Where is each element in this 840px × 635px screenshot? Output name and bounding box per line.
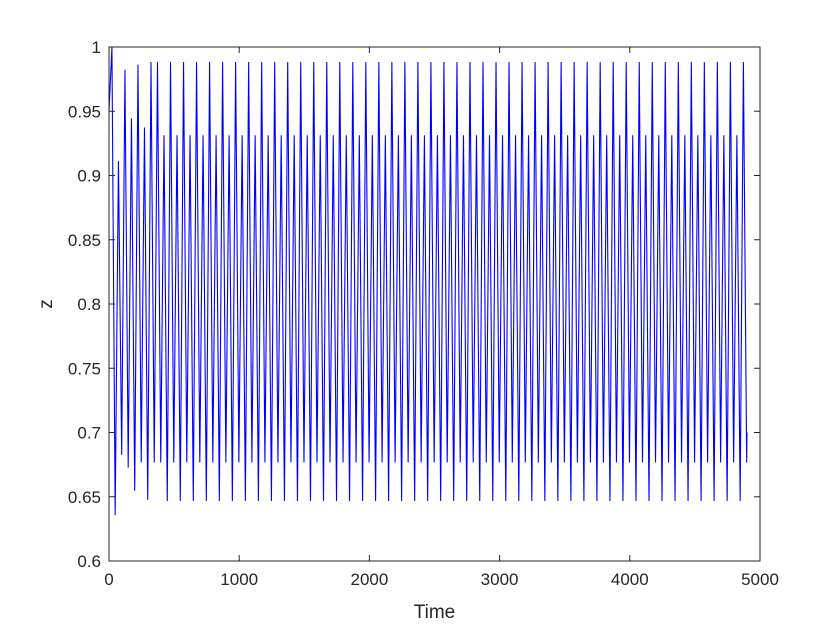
x-tick-label: 4000 — [611, 570, 649, 589]
x-tick-label: 5000 — [741, 570, 779, 589]
x-tick-label: 2000 — [350, 570, 388, 589]
y-tick-label: 0.95 — [68, 102, 101, 121]
x-axis-label: Time — [414, 602, 456, 623]
y-tick-label: 0.9 — [77, 167, 101, 186]
y-tick-label: 0.85 — [68, 231, 101, 250]
x-tick-label: 1000 — [220, 570, 258, 589]
y-tick-label: 0.65 — [68, 488, 101, 507]
series-line — [108, 46, 748, 516]
plot-layer — [108, 46, 748, 516]
x-tick-label: 3000 — [481, 570, 519, 589]
y-tick-label: 0.8 — [77, 295, 101, 314]
y-tick-label: 0.75 — [68, 359, 101, 378]
y-tick-label: 0.7 — [77, 424, 101, 443]
y-tick-label: 0.6 — [77, 552, 101, 571]
y-axis-label: z — [36, 299, 57, 309]
y-tick-label: 1 — [92, 38, 101, 57]
x-tick-label: 0 — [104, 570, 113, 589]
tick-layer: 0 1000 2000 3000 4000 5000 0.6 0.65 0.7 0.75 0.8 0.… — [68, 38, 779, 589]
